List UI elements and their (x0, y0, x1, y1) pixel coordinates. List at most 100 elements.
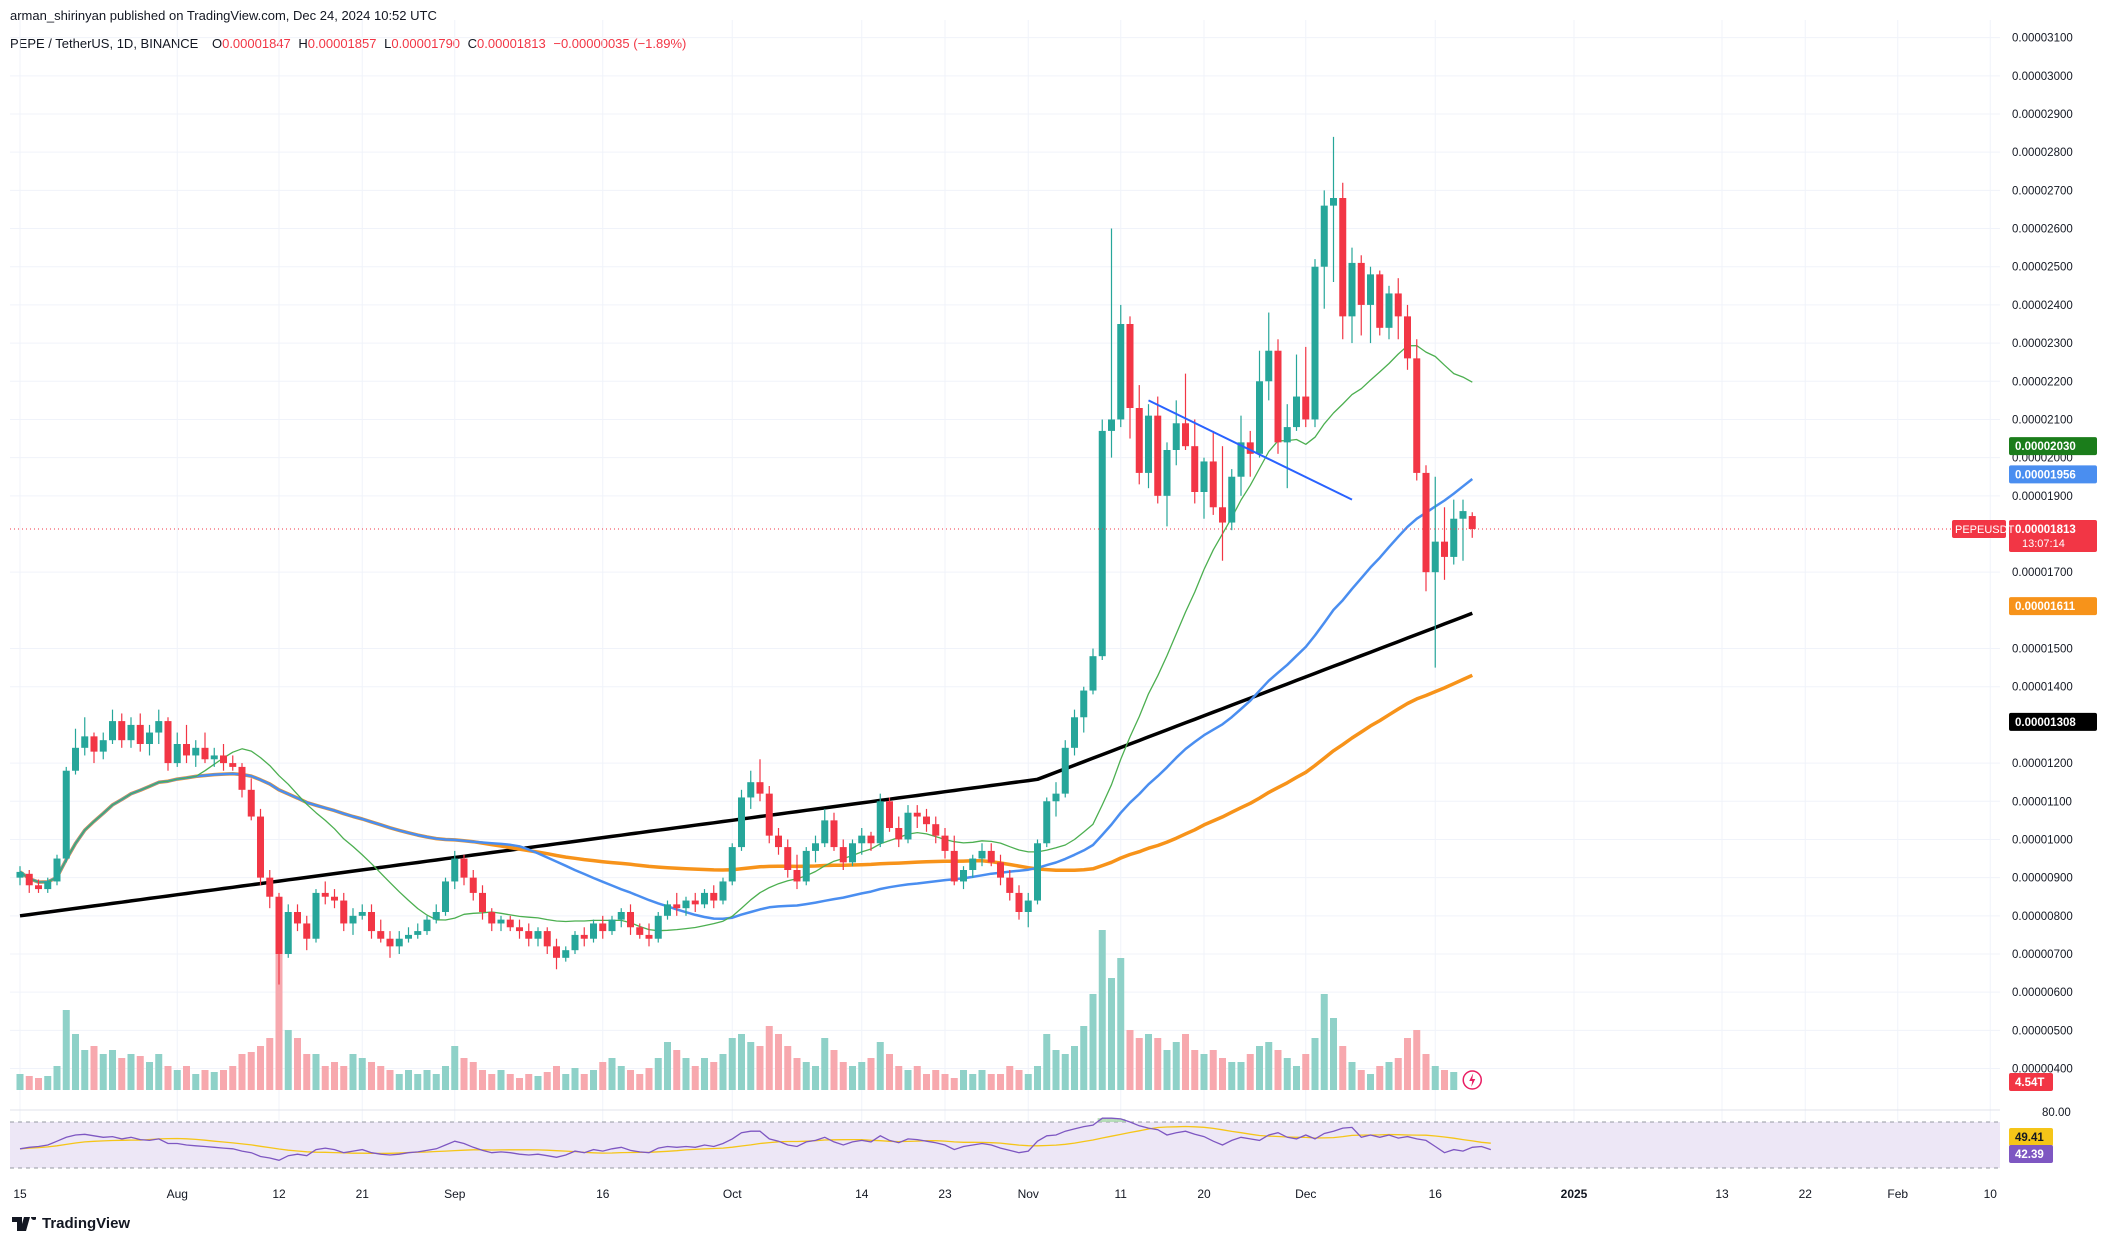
volume-bar (534, 1076, 542, 1090)
candle (1330, 136, 1337, 282)
candle-body (950, 850, 958, 882)
candle-body (469, 877, 477, 893)
volume-bar (599, 1062, 607, 1090)
candle (312, 889, 320, 943)
candle (386, 931, 394, 958)
ma-100-line (18, 673, 1474, 884)
candle-body (358, 912, 366, 916)
candle-body (1228, 476, 1236, 523)
candle (1404, 304, 1411, 370)
volume-bar (673, 1050, 681, 1090)
candle (183, 724, 190, 764)
candle (1431, 476, 1439, 668)
candle-body (553, 946, 560, 958)
volume-bar (395, 1074, 403, 1090)
candle-body (136, 724, 144, 744)
volume-bar (562, 1074, 570, 1090)
symbol-info: PEPE / TetherUS, 1D, BINANCE O0.00001847… (10, 36, 690, 51)
volume-bar (1265, 1042, 1273, 1090)
rsi-tick-label: 80.00 (2042, 1107, 2071, 1119)
volume-bar (81, 1050, 89, 1090)
volume-bar (1302, 1054, 1310, 1090)
low-value: 0.00001790 (391, 36, 461, 51)
candle (247, 778, 255, 821)
volume-bar (784, 1046, 792, 1090)
volume-bar (1367, 1074, 1374, 1090)
candle-body (72, 747, 79, 771)
last-price-badge: 0.00001813 13:07:14 PEPEUSDT (1952, 520, 2097, 553)
candle-body (1320, 205, 1328, 267)
candle-body (775, 835, 782, 848)
volume-bar (950, 1078, 958, 1090)
candle (1441, 507, 1448, 580)
volume-bar (183, 1066, 190, 1090)
candle-body (275, 896, 283, 954)
volume-bar (1191, 1050, 1199, 1090)
volume-bar (876, 1042, 884, 1090)
volume-bar (1089, 994, 1097, 1090)
candle-body (895, 828, 903, 840)
candle (1098, 419, 1106, 660)
candle-body (146, 732, 153, 744)
volume-bar (247, 1052, 255, 1090)
candle (1126, 316, 1134, 439)
candle-body (386, 938, 394, 947)
candle (1015, 885, 1023, 920)
volume-bar (358, 1058, 366, 1090)
y-tick-label: 0.00002000 (2012, 453, 2073, 465)
candle (294, 904, 301, 932)
candle-body (164, 721, 172, 764)
candle-body (719, 881, 727, 901)
candle (1080, 686, 1088, 733)
ma-price-label-text: 0.00001611 (2015, 601, 2076, 613)
volume-bar (1098, 930, 1106, 1090)
volume-bar (303, 1054, 311, 1090)
candle (858, 828, 866, 855)
y-tick-label: 0.00001700 (2012, 567, 2073, 579)
volume-bar (155, 1054, 163, 1090)
candle-body (192, 747, 200, 756)
candle (479, 885, 486, 920)
volume-bar (1320, 994, 1328, 1090)
volume-bar (969, 1074, 977, 1090)
volume-bar (118, 1058, 126, 1090)
candle (913, 805, 921, 828)
candle (1034, 839, 1041, 905)
volume-bar (747, 1042, 755, 1090)
candle-body (710, 892, 718, 901)
candle-body (451, 858, 459, 882)
volume-bar (608, 1058, 616, 1090)
volume-bar (1441, 1070, 1448, 1090)
candle (941, 828, 949, 859)
candle-body (1191, 446, 1199, 492)
candle-body (25, 873, 33, 886)
candle-body (608, 919, 616, 932)
volume-bar (525, 1074, 533, 1090)
candle-body (793, 870, 801, 882)
candle-body (1024, 900, 1032, 912)
symbol-name[interactable]: PEPE / TetherUS, 1D, BINANCE (10, 36, 199, 51)
candle-body (1404, 316, 1411, 359)
volume-value-label-text: 4.54T (2015, 1077, 2044, 1089)
tradingview-logo[interactable]: TradingView (12, 1215, 130, 1232)
candle (664, 900, 671, 920)
ma-price-label-bg (2009, 597, 2097, 616)
candle (432, 904, 440, 924)
candle (442, 877, 449, 916)
candle (839, 839, 847, 870)
candle-body (331, 896, 338, 901)
volume-bar (821, 1038, 829, 1090)
candle (1394, 278, 1402, 340)
candle-body (1256, 381, 1263, 454)
candle-body (229, 763, 237, 767)
candle-body (1006, 877, 1014, 893)
volume-bar (16, 1074, 24, 1090)
volume-bar (830, 1050, 838, 1090)
rsi-value-label-text: 42.39 (2015, 1149, 2044, 1161)
candle-body (432, 912, 440, 920)
candle-body (99, 740, 107, 752)
candle (146, 724, 153, 756)
volume-bar (960, 1070, 967, 1090)
volume-bar (432, 1074, 440, 1090)
